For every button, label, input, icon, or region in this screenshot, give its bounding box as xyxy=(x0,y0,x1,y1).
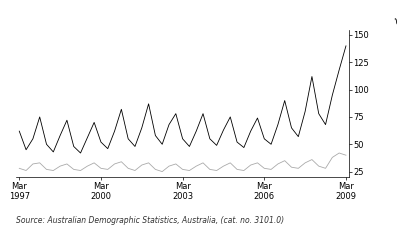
Text: '000: '000 xyxy=(393,17,397,27)
Text: Source: Australian Demographic Statistics, Australia, (cat. no. 3101.0): Source: Australian Demographic Statistic… xyxy=(16,216,284,225)
